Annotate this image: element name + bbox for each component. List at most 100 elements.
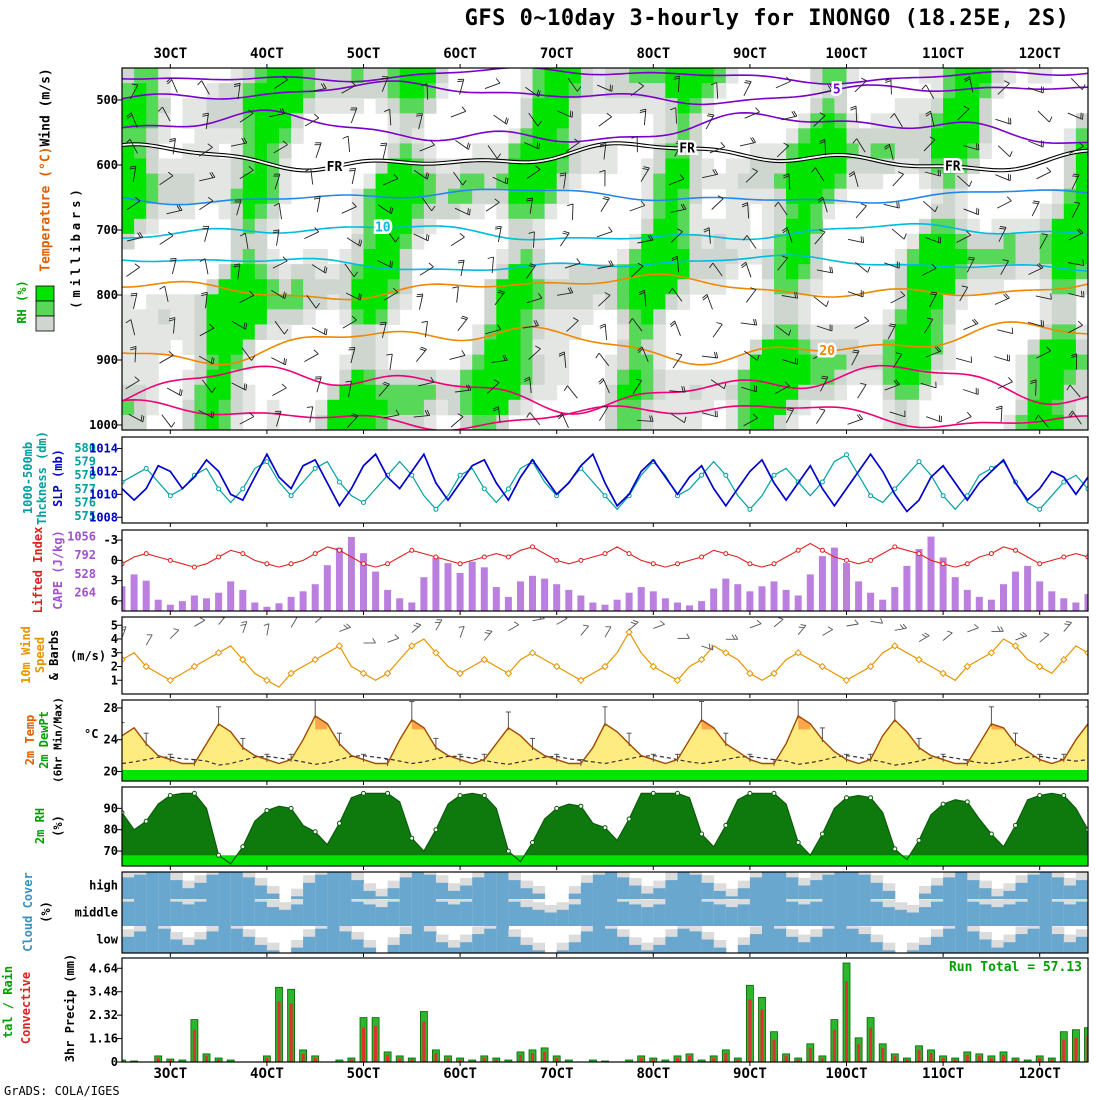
wind-barb-tick [707,115,714,118]
wind-barb-tick [673,75,680,79]
cloud-bar [411,872,425,899]
wind-barb [997,329,1013,335]
wind-barb-tick [925,110,931,115]
precip-convective-bar [349,1059,353,1062]
rh-shade-cell [158,188,171,205]
wind-barb-tick [853,349,860,352]
wind-barb [925,350,942,358]
rh-shade-cell [484,173,497,190]
wind-barb-tick [673,77,680,81]
contour-label: FR [945,160,961,175]
wind-barb-tick [848,171,855,176]
rh-shade-cell [1039,218,1053,235]
wind-barb-tick [572,317,579,321]
rh-shade-cell [677,113,691,129]
cloud-bar [629,904,642,926]
cloud-bar [1003,942,1017,953]
wind-barb [600,197,610,212]
wind-barb-tick [929,136,936,140]
cloud-bar [254,944,268,953]
rh-shade-cell [906,233,920,250]
rh-shade-cell [774,369,787,386]
wind-barb [997,145,1011,158]
cloud-bar [762,899,775,926]
wind-barb-tick [389,260,392,267]
rh-shade-cell [677,98,691,114]
wind-barb [485,202,500,212]
rh-shade-cell [122,218,135,235]
wind-barb-tick [671,255,678,260]
wind-barb-tick [577,86,582,92]
rh-shade-cell [713,369,727,386]
rh-shade-cell [617,384,630,401]
rh-shade-cell [556,173,570,190]
wind-barb [491,256,494,274]
wind-barb [172,138,176,155]
rh-shade-cell [798,173,811,190]
wind-barb [566,320,579,332]
rh-shade-cell [1015,264,1029,280]
cloud-bar [556,950,570,953]
wind-barb [497,226,502,243]
rh-shade-cell [158,158,171,175]
wind-barb-tick [168,350,174,356]
surface-barb [145,634,153,646]
wind-barb-tick [1069,412,1074,418]
wind-barb [346,237,361,247]
rh-shade-cell [146,83,159,99]
wind-barb-tick [925,112,932,117]
wind-barb [278,203,282,220]
wind-barb-tick [305,168,311,172]
wind-barb [389,354,393,370]
temp2m-axis-label: 2m Temp [23,714,37,766]
rh-shade-cell [375,218,389,235]
rh-shade-cell [182,384,195,401]
wind-barb-tick [536,89,540,96]
slp-tick-label: 1014 [89,441,118,455]
rh-shade-cell [122,354,135,371]
wind-barb-tick [351,201,357,208]
wind-barb-tick [1050,293,1052,300]
rh-shade-cell [315,98,328,114]
cloud-bar [906,912,920,926]
rh-shade-cell [1003,249,1017,265]
surface-barb-tick [734,634,739,640]
cape-bar [891,587,899,611]
wind-barb [816,409,826,424]
cloud-bar [315,874,328,899]
cloud-bar [605,872,618,899]
wind-barb [129,138,138,154]
wind-barb-tick [233,84,240,87]
rh-shade-cell [822,98,835,114]
precip-convective-bar [531,1052,534,1062]
wind-barb [130,319,136,336]
wind-barb-tick [885,78,892,82]
rh-shade-cell [375,279,389,295]
wind-speed-tick-label: 3 [111,646,118,660]
cloud-bar [339,899,352,926]
wind-barb-tick [353,271,358,278]
rh-shade-cell [242,173,256,190]
rh-shade-cell [568,173,582,190]
pressure-tick-label: 900 [96,353,118,367]
surface-barb-tick [777,617,784,620]
rh-shade-cell [218,128,232,144]
cloud-bar [351,880,364,899]
temp-tick-label: 24 [104,733,118,747]
wind-barb-tick [1046,346,1052,352]
wind-barb [890,78,892,95]
rh-shade-cell [544,83,558,99]
wind-barb-tick [273,202,280,207]
wind-barb [526,265,536,279]
wind-barb-tick [284,292,287,299]
rh-shade-cell [653,324,666,340]
wind-barb-tick [126,112,132,118]
thickness-marker [264,459,270,465]
rh-shade-cell [1051,279,1065,295]
wind-barb [455,389,472,393]
wind-barb-tick [753,318,756,325]
wind-barb-tick [359,240,363,247]
rh-shade-cell [943,264,956,280]
rh-shade-cell [122,339,135,356]
cloud-bar [182,904,195,926]
